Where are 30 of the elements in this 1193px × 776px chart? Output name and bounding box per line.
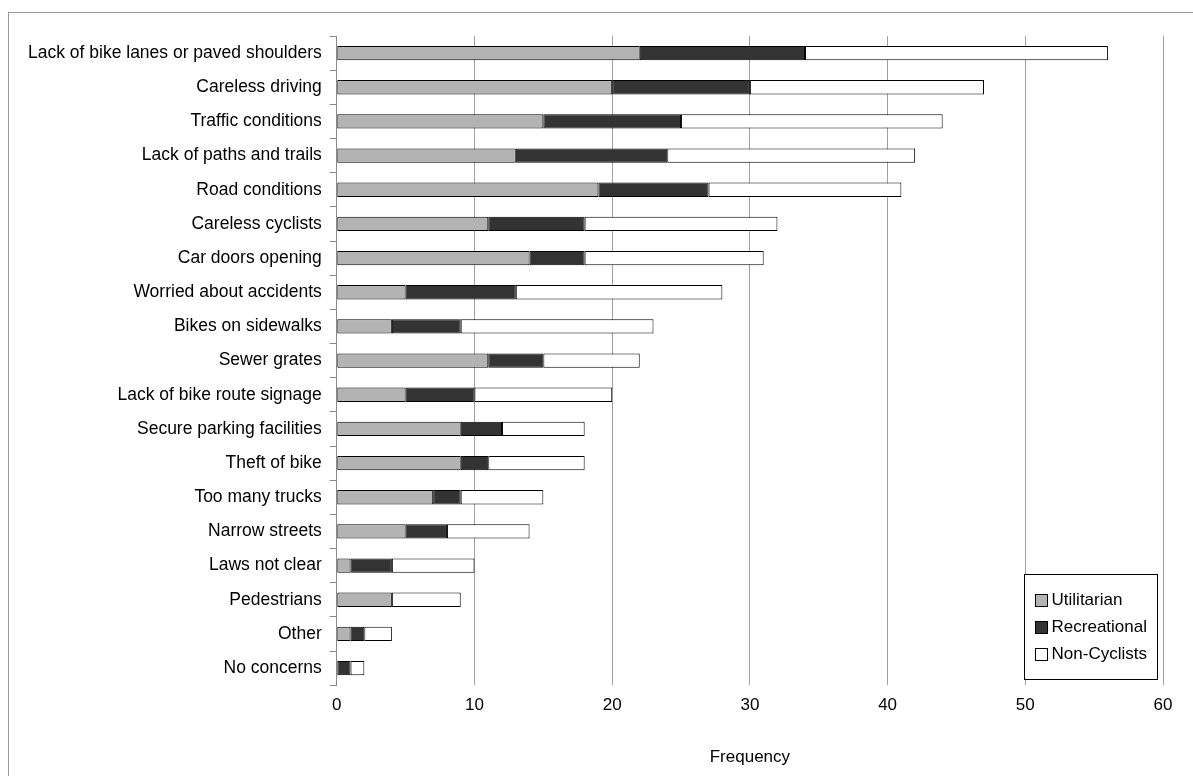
- y-tick-label: Car doors opening: [177, 246, 322, 267]
- y-tick-label: Traffic conditions: [190, 110, 323, 131]
- x-tick-label: 10: [465, 695, 484, 715]
- y-tick-label: Worried about accidents: [133, 281, 323, 302]
- x-tick-label: 40: [878, 695, 898, 715]
- legend-label: Recreational: [1051, 617, 1147, 638]
- legend-label: Utilitarian: [1051, 590, 1123, 611]
- y-tick-label: Narrow streets: [208, 520, 323, 541]
- y-tick-label: Sewer grates: [218, 349, 323, 370]
- y-tick-label: No concerns: [223, 656, 323, 677]
- y-tick-label: Road conditions: [196, 178, 323, 199]
- y-tick-label: Lack of bike route signage: [117, 383, 322, 404]
- y-tick-label: Pedestrians: [229, 588, 323, 609]
- x-tick-label: 0: [332, 695, 342, 715]
- y-tick-label: Lack of paths and trails: [141, 144, 323, 165]
- x-tick-label: 30: [740, 695, 760, 715]
- y-tick-label: Too many trucks: [194, 486, 323, 507]
- y-tick-label: Careless cyclists: [191, 212, 323, 233]
- y-tick-label: Lack of bike lanes or paved shoulders: [27, 41, 323, 62]
- x-tick-label: 20: [602, 695, 622, 715]
- text: Non-Cyclists: [1051, 644, 1147, 665]
- y-tick-label: Other: [278, 622, 322, 643]
- y-tick-label: Careless driving: [196, 76, 322, 97]
- y-tick-label: Secure parking facilities: [136, 417, 323, 438]
- y-tick-label: Theft of bike: [225, 451, 322, 472]
- x-tick-label: 50: [1015, 695, 1035, 715]
- x-axis-title: Frequency: [709, 747, 791, 767]
- x-tick-label: 60: [1153, 695, 1173, 715]
- y-tick-label: Bikes on sidewalks: [173, 315, 323, 336]
- y-tick-label: Laws not clear: [208, 554, 322, 575]
